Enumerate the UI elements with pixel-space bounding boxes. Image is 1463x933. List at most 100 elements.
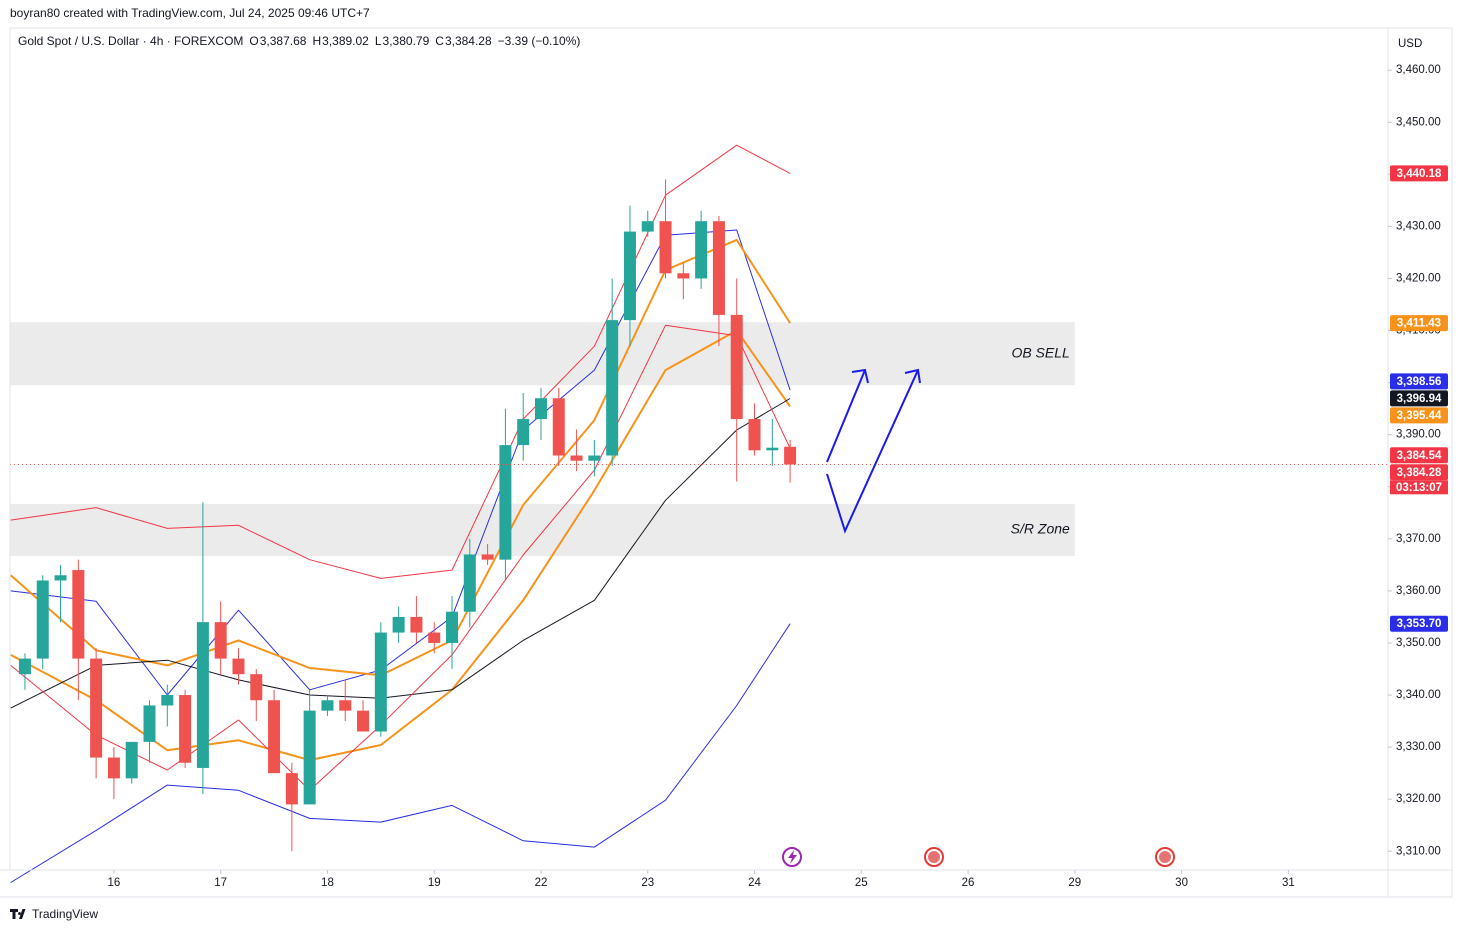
- x-tick-label: 22: [535, 877, 548, 889]
- candle-body: [534, 398, 547, 420]
- price-label-box: [1390, 165, 1448, 182]
- candle-body: [552, 398, 565, 456]
- y-tick-label: 3,330.00: [1396, 741, 1441, 753]
- y-tick-label: 3,350.00: [1396, 637, 1441, 649]
- candle-body: [695, 221, 708, 279]
- price-label-box: [1390, 407, 1448, 424]
- candle-body: [730, 314, 743, 420]
- candle-body: [18, 658, 31, 675]
- y-tick-label: 3,340.00: [1396, 689, 1441, 701]
- candle-body: [125, 741, 138, 779]
- candle-body: [54, 575, 67, 581]
- y-tick-label: 3,450.00: [1396, 116, 1441, 128]
- indicator-line: [10, 144, 791, 579]
- price-label: 3,398.56: [1397, 376, 1442, 388]
- candle-body: [677, 273, 690, 279]
- x-tick-label: 24: [748, 877, 761, 889]
- candle-body: [339, 700, 352, 711]
- symbol: Gold Spot / U.S. Dollar · 4h · FOREXCOM: [18, 34, 243, 48]
- y-tick-label: 3,320.00: [1396, 793, 1441, 805]
- price-label: 3,395.44: [1397, 410, 1442, 422]
- candle-body: [766, 447, 779, 451]
- price-label-box: [1390, 615, 1448, 632]
- price-label: 3,411.43: [1397, 318, 1441, 330]
- candle-body: [641, 221, 654, 232]
- candle-body: [588, 455, 601, 461]
- candle-body: [481, 554, 494, 560]
- price-label-box: [1390, 464, 1448, 481]
- candle-body: [606, 320, 619, 456]
- currency: USD: [1398, 38, 1422, 50]
- candle-body: [446, 611, 459, 643]
- indicator-line: [10, 398, 791, 709]
- brand: TradingView: [32, 907, 98, 921]
- candle-body: [410, 616, 423, 633]
- indicator-line: [10, 229, 791, 696]
- x-tick-label: 26: [962, 877, 975, 889]
- candle-body: [36, 580, 49, 659]
- x-tick-label: 29: [1068, 877, 1081, 889]
- arrow-line: [826, 369, 919, 534]
- y-tick-label: 3,390.00: [1396, 429, 1441, 441]
- candle-body: [517, 419, 530, 446]
- candle-body: [659, 221, 672, 274]
- candle-body: [570, 455, 583, 461]
- candle-body: [161, 695, 174, 706]
- x-tick-label: 19: [428, 877, 441, 889]
- event-icon-glyph: [928, 851, 940, 863]
- y-tick-label: 3,310.00: [1396, 845, 1441, 857]
- arrow-line: [826, 369, 866, 463]
- zone: [10, 322, 1075, 386]
- indicator-line: [10, 324, 791, 791]
- candle-body: [72, 570, 85, 659]
- arrow-head: [904, 368, 921, 384]
- x-tick-label: 16: [108, 877, 121, 889]
- candle-body: [392, 616, 405, 633]
- y-tick-label: 3,370.00: [1396, 533, 1441, 545]
- candle-body: [196, 622, 209, 768]
- ohlc-value: 3,389.02: [322, 34, 369, 48]
- price-label: 3,384.54: [1397, 450, 1442, 462]
- candle-body: [250, 674, 263, 701]
- caption: boyran80 created with TradingView.com, J…: [10, 6, 370, 20]
- indicator-line: [10, 238, 791, 677]
- candle-body: [303, 710, 316, 805]
- candle-body: [748, 419, 761, 451]
- event-icons: [782, 847, 1175, 867]
- ohlc-change: −3.39 (−0.10%): [498, 34, 581, 48]
- zone: [10, 503, 1075, 557]
- candle-body: [712, 221, 725, 315]
- brand-logo: [10, 909, 26, 919]
- price-label-box: [1390, 447, 1448, 464]
- candle-body: [268, 700, 281, 774]
- candle-body: [357, 710, 370, 732]
- plot-layer: OB SELL S/R Zone: [10, 144, 1388, 883]
- forecast-arrows: [826, 368, 921, 534]
- brand-icon: [10, 909, 26, 919]
- x-tick-label: 23: [641, 877, 654, 889]
- candle-body: [179, 695, 192, 763]
- x-tick-label: 30: [1175, 877, 1188, 889]
- price-label-box: [1390, 315, 1448, 332]
- candle-body: [784, 446, 797, 465]
- arrow-head: [851, 368, 869, 384]
- y-tick-label: 3,460.00: [1396, 64, 1441, 76]
- price-label: 3,353.70: [1397, 618, 1442, 630]
- price-label: 3,384.28: [1397, 467, 1442, 479]
- x-tick-label: 25: [855, 877, 868, 889]
- zone-label: OB SELL: [1011, 344, 1069, 360]
- countdown-box: [1390, 480, 1448, 495]
- x-tick-label: 17: [214, 877, 227, 889]
- candle-body: [232, 658, 245, 675]
- y-tick-label: 3,420.00: [1396, 272, 1441, 284]
- ohlc-key: H: [312, 34, 321, 48]
- price-label-box: [1390, 390, 1448, 407]
- event-icon-glyph: [788, 850, 797, 864]
- ohlc-value: 3,380.79: [383, 34, 430, 48]
- price-label: 3,396.94: [1397, 393, 1442, 405]
- x-tick-label: 31: [1282, 877, 1295, 889]
- ohlc-key: L: [375, 34, 382, 48]
